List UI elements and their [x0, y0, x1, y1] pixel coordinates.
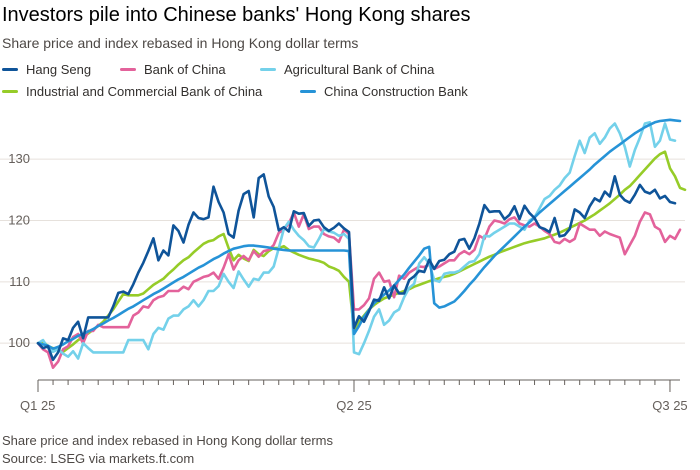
footer-note: Share price and index rebased in Hong Ko…	[2, 433, 333, 448]
legend-item-icbc: Industrial and Commercial Bank of China	[2, 84, 262, 99]
legend-label-hang-seng: Hang Seng	[26, 62, 92, 77]
x-tick-label: Q1 25	[20, 398, 55, 413]
legend-swatch-agricultural-bank	[260, 68, 276, 71]
legend-swatch-hang-seng	[2, 68, 18, 71]
legend-item-ccb: China Construction Bank	[300, 84, 468, 99]
y-tick-label: 120	[8, 212, 30, 227]
y-tick-label: 130	[8, 151, 30, 166]
chart-subtitle: Share price and index rebased in Hong Ko…	[2, 35, 359, 51]
footer-source: Source: LSEG via markets.ft.com	[2, 451, 195, 466]
x-tick-label: Q2 25	[336, 398, 371, 413]
y-tick-label: 110	[9, 274, 30, 289]
series-line-agricultural-bank-of-china	[36, 121, 677, 360]
chart-title: Investors pile into Chinese banks' Hong …	[2, 4, 471, 26]
y-tick-label: 100	[8, 335, 30, 350]
legend-item-agricultural-bank: Agricultural Bank of China	[260, 62, 434, 77]
legend-item-hang-seng: Hang Seng	[2, 62, 91, 77]
x-tick-label: Q3 25	[652, 398, 687, 413]
legend-swatch-ccb	[300, 90, 316, 93]
legend-label-bank-of-china: Bank of China	[144, 62, 226, 77]
series-line-bank-of-china	[36, 211, 682, 370]
legend-label-ccb: China Construction Bank	[324, 84, 468, 99]
legend-item-bank-of-china: Bank of China	[120, 62, 226, 77]
series-line-china-construction-bank	[36, 118, 682, 351]
legend-swatch-icbc	[2, 90, 18, 93]
legend-label-icbc: Industrial and Commercial Bank of China	[26, 84, 263, 99]
legend-label-agricultural-bank: Agricultural Bank of China	[284, 62, 435, 77]
chart-legend: Hang Seng Bank of China Agricultural Ban…	[2, 62, 692, 106]
series-line-hang-seng	[36, 173, 677, 362]
legend-swatch-bank-of-china	[120, 68, 136, 71]
